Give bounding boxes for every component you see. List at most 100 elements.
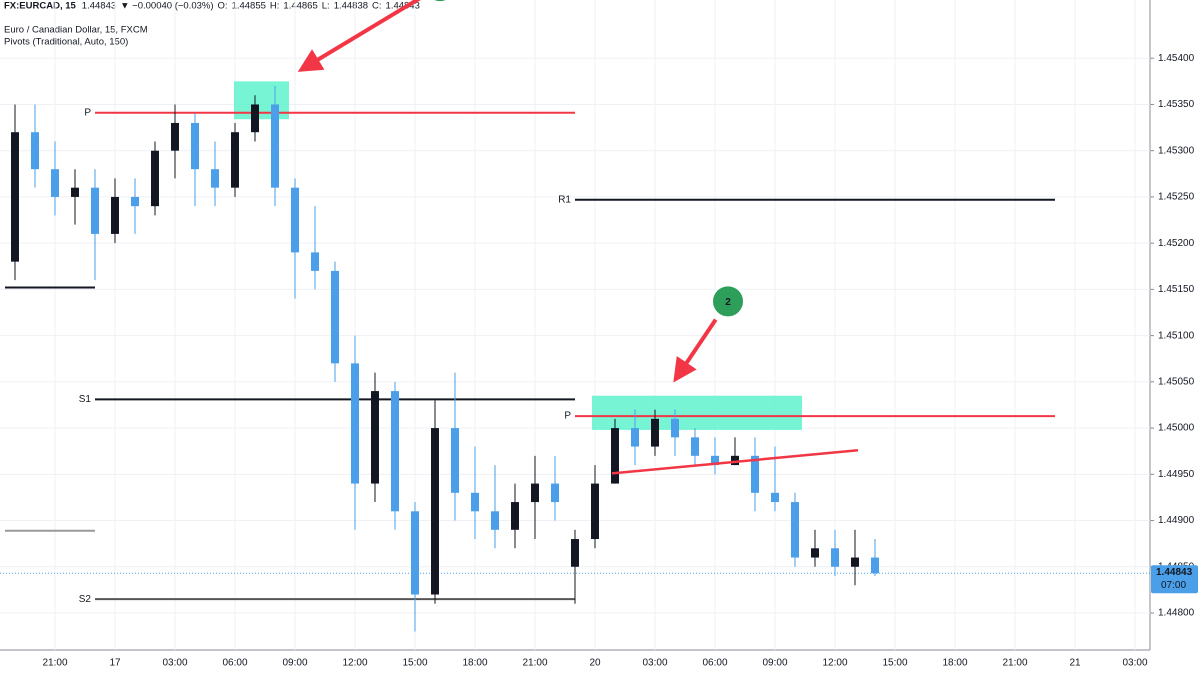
ohlc-value: 1.44843 <box>386 1 420 12</box>
x-tick-label: 21:00 <box>42 658 67 669</box>
y-tick-label: 1.45100 <box>1158 330 1195 341</box>
y-tick-label: 1.45300 <box>1158 145 1195 156</box>
y-tick-label: 1.45050 <box>1158 376 1195 387</box>
countdown-label: 07:00 <box>1161 580 1186 591</box>
y-tick-label: 1.45250 <box>1158 192 1195 203</box>
annotation-text: 2 <box>725 297 731 308</box>
ohlc-label: L: <box>322 1 330 12</box>
candle-body <box>151 150 159 207</box>
header: FX:EURCAD, 15 Euro / Canadian Dollar, 15… <box>4 1 420 48</box>
candle-body <box>191 122 199 170</box>
highlight-box <box>592 395 802 430</box>
header-last: 1.44843 <box>82 1 116 12</box>
candle-body <box>91 187 99 234</box>
candle-body <box>71 187 79 197</box>
chart-title: Euro / Canadian Dollar, 15, FXCM <box>4 25 148 36</box>
candle-body <box>451 428 459 493</box>
candle-body <box>331 270 339 364</box>
candle-body <box>271 104 279 188</box>
candle-body <box>711 455 719 466</box>
annotation-arrow <box>673 318 718 383</box>
candle-body <box>851 557 859 567</box>
candle-body <box>651 418 659 447</box>
ohlc-label: C: <box>372 1 382 12</box>
candle-body <box>571 539 579 567</box>
candle-body <box>231 132 239 188</box>
candle-body <box>531 483 539 503</box>
x-tick-label: 21:00 <box>1002 658 1027 669</box>
last-price-badge <box>1151 565 1198 594</box>
ohlc-value: 1.44855 <box>232 1 266 12</box>
x-tick-label: 12:00 <box>342 658 367 669</box>
candle-body <box>751 455 759 493</box>
pivot-label: P <box>84 107 91 118</box>
y-tick-label: 1.45350 <box>1158 99 1195 110</box>
annotation-badge <box>430 0 450 4</box>
y-tick-label: 1.44800 <box>1158 608 1195 619</box>
candle-body <box>831 548 839 567</box>
candle-body <box>491 511 499 530</box>
y-tick-label: 1.45150 <box>1158 284 1195 295</box>
symbol: FX:EURCAD, 15 <box>4 1 77 12</box>
header-change: ▼ −0.00040 (−0.03%) <box>120 1 213 12</box>
pivot-label: P <box>564 411 571 422</box>
candle-body <box>111 196 119 234</box>
y-tick-label: 1.45400 <box>1158 53 1195 64</box>
candle-body <box>591 483 599 540</box>
ohlc-label: H: <box>270 1 280 12</box>
x-tick-label: 21:00 <box>522 658 547 669</box>
candle-body <box>51 169 59 197</box>
candle-body <box>371 391 379 484</box>
x-tick-label: 09:00 <box>762 658 787 669</box>
ohlc-value: 1.44838 <box>334 1 368 12</box>
candle-body <box>511 502 519 530</box>
candle-body <box>251 104 259 133</box>
x-tick-label: 17 <box>109 658 121 669</box>
candle-body <box>871 557 879 574</box>
trend-line <box>611 449 859 475</box>
pivot-label: S2 <box>79 594 92 605</box>
x-tick-label: 18:00 <box>942 658 967 669</box>
ohlc-value: 1.44865 <box>283 1 317 12</box>
x-tick-label: 03:00 <box>1122 658 1147 669</box>
candle-body <box>631 428 639 447</box>
x-tick-label: 18:00 <box>462 658 487 669</box>
y-tick-label: 1.45200 <box>1158 238 1195 249</box>
annotation-arrow <box>297 0 421 72</box>
x-tick-label: 20 <box>589 658 601 669</box>
x-tick-label: 12:00 <box>822 658 847 669</box>
candle-body <box>691 437 699 456</box>
candle-body <box>291 187 299 253</box>
candle-body <box>611 428 619 484</box>
y-tick-label: 1.45000 <box>1158 423 1195 434</box>
candle-body <box>351 363 359 484</box>
candle-body <box>411 511 419 595</box>
candle-body <box>471 492 479 512</box>
x-tick-label: 06:00 <box>222 658 247 669</box>
candle-body <box>431 428 439 595</box>
candle-body <box>211 169 219 188</box>
candle-body <box>551 483 559 503</box>
candle-body <box>811 548 819 558</box>
candle-body <box>11 132 19 262</box>
y-tick-label: 1.44900 <box>1158 515 1195 526</box>
x-tick-label: 09:00 <box>282 658 307 669</box>
x-tick-label: 21 <box>1069 658 1081 669</box>
candle-body <box>391 391 399 512</box>
x-tick-label: 15:00 <box>402 658 427 669</box>
candle-body <box>771 492 779 503</box>
candle-body <box>731 455 739 466</box>
x-tick-label: 15:00 <box>882 658 907 669</box>
pivot-label: S1 <box>79 394 92 405</box>
y-tick-label: 1.44950 <box>1158 469 1195 480</box>
x-tick-label: 06:00 <box>702 658 727 669</box>
x-tick-label: 03:00 <box>162 658 187 669</box>
candle-body <box>31 132 39 170</box>
last-price-label: 1.44843 <box>1156 567 1193 578</box>
pivot-label: R1 <box>558 194 571 205</box>
candle-body <box>131 196 139 207</box>
candle-body <box>791 502 799 558</box>
candle-body <box>171 122 179 151</box>
